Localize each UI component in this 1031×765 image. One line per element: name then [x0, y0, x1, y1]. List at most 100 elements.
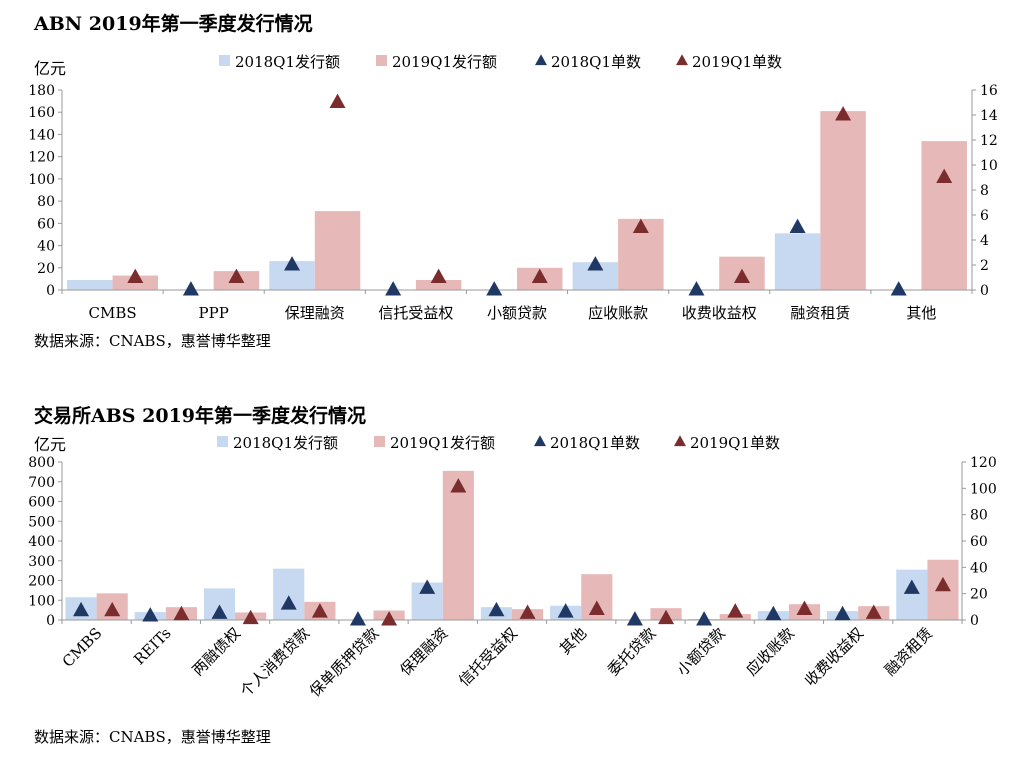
marker-2018-8 [626, 611, 643, 626]
marker-2018-11 [834, 605, 851, 621]
marker-2018-3 [280, 595, 297, 610]
marker-2018-5 [587, 256, 604, 271]
y-tick-label-right: 20 [970, 587, 988, 603]
y-tick-label-left: 180 [28, 83, 55, 99]
y-tick-label-right: 2 [980, 258, 989, 274]
chart1: 亿元 2018Q1发行额 2019Q1发行额 2018Q1单数 2019Q1单数0204… [28, 53, 998, 322]
y-tick-label-right: 8 [980, 183, 989, 199]
x-tick-label: 信托受益权 [378, 304, 453, 322]
unit-label: 亿元 [34, 59, 66, 78]
bar-2019-8 [921, 141, 967, 290]
x-tick-label: 保单质押贷款 [306, 624, 382, 700]
marker-2019-8 [936, 168, 953, 183]
bar-2019-7 [820, 111, 866, 290]
marker-2018-1 [142, 607, 159, 622]
x-tick-label: REITs [130, 624, 174, 668]
bar-2019-3 [415, 280, 462, 290]
legend-label: 2019Q1发行额 [390, 434, 495, 452]
legend-swatch [376, 55, 387, 66]
legend-label: 2018Q1发行额 [233, 434, 338, 452]
x-tick-label: 委托贷款 [604, 624, 659, 679]
y-tick-label-left: 40 [37, 239, 55, 255]
y-tick-label-right: 0 [970, 613, 979, 629]
x-tick-label: 其他 [556, 624, 590, 658]
marker-2018-2 [284, 256, 301, 271]
marker-2019-6 [733, 268, 750, 283]
y-tick-label-right: 120 [970, 455, 997, 471]
chart1-source: 数据来源：CNABS，惠誉博华整理 [34, 332, 271, 350]
marker-2018-0 [73, 601, 90, 617]
legend-marker [534, 435, 546, 447]
legend-label: 2018Q1发行额 [235, 53, 340, 71]
y-tick-label-left: 500 [28, 514, 55, 530]
marker-2019-7 [588, 600, 605, 615]
y-tick-label-right: 10 [980, 158, 998, 174]
bar-2018-0 [67, 280, 113, 290]
chart1-title: ABN 2019年第一季度发行情况 [34, 13, 313, 35]
y-tick-label-right: 60 [970, 534, 988, 550]
marker-2019-4 [381, 611, 398, 626]
marker-2019-3 [430, 268, 447, 283]
marker-2019-1 [228, 268, 245, 283]
chart2-source: 数据来源：CNABS，惠誉博华整理 [34, 728, 271, 746]
y-tick-label-right: 80 [970, 508, 988, 524]
y-tick-label-left: 700 [28, 475, 55, 491]
y-tick-label-right: 14 [980, 108, 998, 124]
y-tick-label-left: 20 [37, 261, 55, 277]
marker-2019-10 [796, 600, 813, 615]
marker-2018-7 [789, 218, 806, 233]
marker-2019-5 [450, 478, 467, 493]
x-tick-label: 收费收益权 [801, 624, 867, 690]
x-tick-label: 保理融资 [396, 624, 451, 679]
y-tick-label-left: 60 [37, 216, 55, 232]
y-tick-label-left: 140 [28, 127, 55, 143]
y-tick-label-left: 100 [28, 593, 55, 609]
y-tick-label-right: 16 [980, 83, 998, 99]
y-tick-label-left: 160 [28, 105, 55, 121]
marker-2018-7 [557, 603, 574, 618]
x-tick-label: 小额贷款 [673, 624, 728, 679]
y-tick-label-left: 80 [37, 194, 55, 210]
x-tick-label: PPP [199, 304, 229, 322]
marker-2019-2 [242, 609, 259, 625]
x-tick-label: 应收账款 [743, 624, 798, 679]
marker-2019-6 [519, 604, 536, 619]
y-tick-label-left: 400 [28, 534, 55, 550]
y-tick-label-right: 12 [980, 133, 998, 149]
legend-swatch [219, 55, 230, 66]
x-tick-label: CMBS [88, 304, 136, 322]
legend-marker [535, 54, 547, 66]
y-tick-label-left: 100 [28, 172, 55, 188]
y-tick-label-left: 0 [46, 283, 55, 299]
marker-2019-2 [329, 93, 346, 108]
y-tick-label-right: 0 [980, 283, 989, 299]
y-tick-label-right: 6 [980, 208, 989, 224]
legend-label: 2019Q1单数 [692, 53, 782, 71]
x-tick-label: CMBS [59, 624, 106, 671]
marker-2019-9 [727, 603, 744, 618]
bar-2018-3 [273, 568, 305, 620]
x-tick-label: 小额贷款 [487, 304, 547, 322]
marker-2019-0 [127, 268, 144, 283]
marker-2018-3 [385, 281, 402, 296]
bar-2019-5 [442, 470, 474, 620]
y-tick-label-right: 4 [980, 233, 989, 249]
y-tick-label-left: 600 [28, 495, 55, 511]
x-tick-label: 应收账款 [588, 304, 648, 322]
y-tick-label-left: 200 [28, 574, 55, 590]
marker-2018-4 [349, 611, 366, 626]
y-tick-label-left: 300 [28, 554, 55, 570]
marker-2018-6 [488, 601, 505, 617]
marker-2019-7 [835, 106, 852, 121]
legend-swatch [217, 436, 228, 447]
y-tick-label-left: 120 [28, 150, 55, 166]
marker-2019-3 [311, 603, 328, 618]
x-tick-label: 收费收益权 [682, 304, 757, 322]
marker-2019-5 [632, 218, 649, 233]
y-tick-label-right: 40 [970, 560, 988, 576]
x-tick-label: 融资租赁 [790, 304, 850, 322]
marker-2019-8 [658, 609, 675, 625]
marker-2019-1 [173, 605, 190, 621]
y-tick-label-left: 0 [46, 613, 55, 629]
marker-2018-8 [890, 281, 907, 296]
